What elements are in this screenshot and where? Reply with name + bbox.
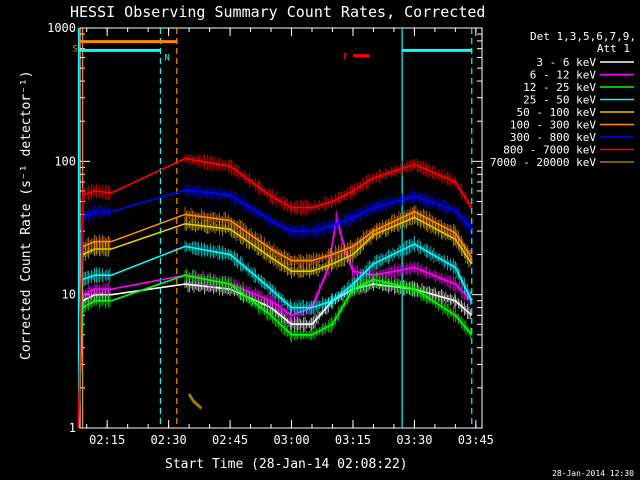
series-noise [82,153,471,216]
y-tick-label: 100 [54,154,76,168]
y-tick-label: 1000 [47,21,76,35]
x-tick-label: 03:00 [273,433,309,447]
legend-entry-label: 100 - 300 keV [510,119,596,132]
plot-frame [79,27,483,429]
chart-title: HESSI Observing Summary Count Rates, Cor… [70,3,485,21]
legend-entry-label: 50 - 100 keV [517,106,597,119]
legend-entry-label: 3 - 6 keV [536,56,596,69]
x-tick-label: 02:30 [151,433,187,447]
legend-entry-label: 800 - 7000 keV [503,144,596,157]
x-tick-label: 02:15 [89,433,125,447]
series-line [77,243,473,429]
x-tick-label: 03:15 [335,433,371,447]
y-tick-label: 1 [69,421,76,435]
legend-entry-label: 7000 - 20000 keV [490,156,596,169]
plot-axes: 02:15 02:30 02:45 03:00 03:15 03:30 03:45 1 10 10… [47,21,494,447]
y-axis-label: Corrected Count Rate (s⁻¹ detector⁻¹) [19,70,34,360]
legend-entry-label: 12 - 25 keV [523,81,596,94]
x-tick-label: 02:45 [212,433,248,447]
legend-entry-label: 300 - 800 keV [510,131,596,144]
y-tick-label: 10 [62,288,76,302]
legend-header-line-2: Att 1 [597,42,630,55]
series-line [187,393,203,410]
plot-marks: SN F [72,28,473,429]
x-axis-label: Start Time (28-Jan-14 02:08:22) [165,457,408,472]
flag-bar-label: S [72,45,77,55]
series-noise [82,236,471,316]
legend-entry-label: 6 - 12 keV [530,69,597,82]
x-tick-label: 03:45 [458,433,494,447]
legend-entry-label: 25 - 50 keV [523,94,596,107]
footer-timestamp: 28-Jan-2014 12:30 [552,469,634,478]
flag-bar-label: N [164,53,169,63]
flag-bar-label: F [343,53,348,63]
series-noise [82,205,471,268]
legend-header-line-1: Det 1,3,5,6,7,9, [530,30,636,43]
x-tick-label: 03:30 [396,433,432,447]
